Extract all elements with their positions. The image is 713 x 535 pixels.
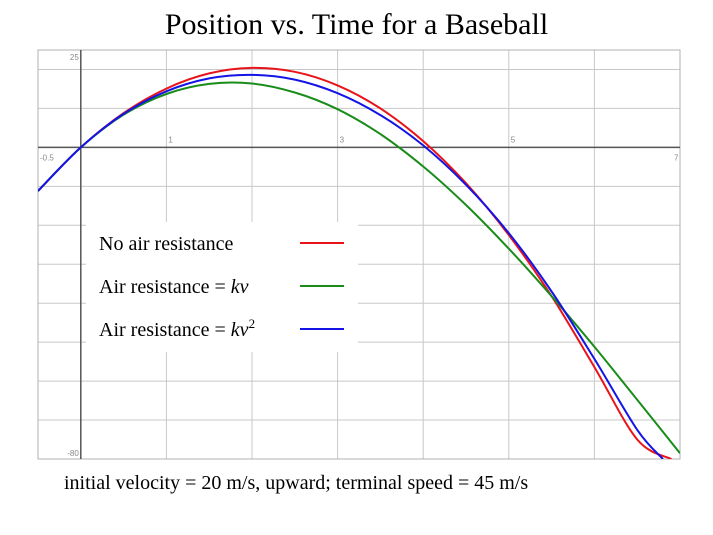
x-tick-label: 7 [674,153,679,162]
chart-caption: initial velocity = 20 m/s, upward; termi… [64,472,529,494]
position-time-chart: -0.5 1 3 5 7 25 -80 No air resistance Air resist… [37,49,681,460]
legend-label-text: Air resistance = [99,319,231,341]
series-air-resistance-kv [38,81,680,454]
legend-label-italic: kv [231,319,249,341]
y-tick-label: -80 [67,449,79,458]
y-tick-label: 25 [70,53,79,62]
x-tick-label: 1 [168,135,173,144]
plot-frame [37,49,681,460]
legend-item-kv-label: Air resistance = kv [99,276,249,298]
legend-label-superscript: 2 [249,316,256,331]
legend-label-italic: kv [231,276,249,298]
series-no-air-resistance [38,66,672,459]
legend-label-text: Air resistance = [99,276,231,298]
chart-title: Position vs. Time for a Baseball [164,8,549,41]
x-tick-label: 3 [340,135,345,144]
series-air-resistance-kv2 [38,73,664,459]
x-tick-label: 5 [511,135,516,144]
x-tick-label: -0.5 [40,153,54,162]
legend-label-text: No air resistance [99,233,234,255]
legend-item-kv2-label: Air resistance = kv2 [99,316,255,341]
legend-item-no-air-resistance-label: No air resistance [99,233,234,255]
